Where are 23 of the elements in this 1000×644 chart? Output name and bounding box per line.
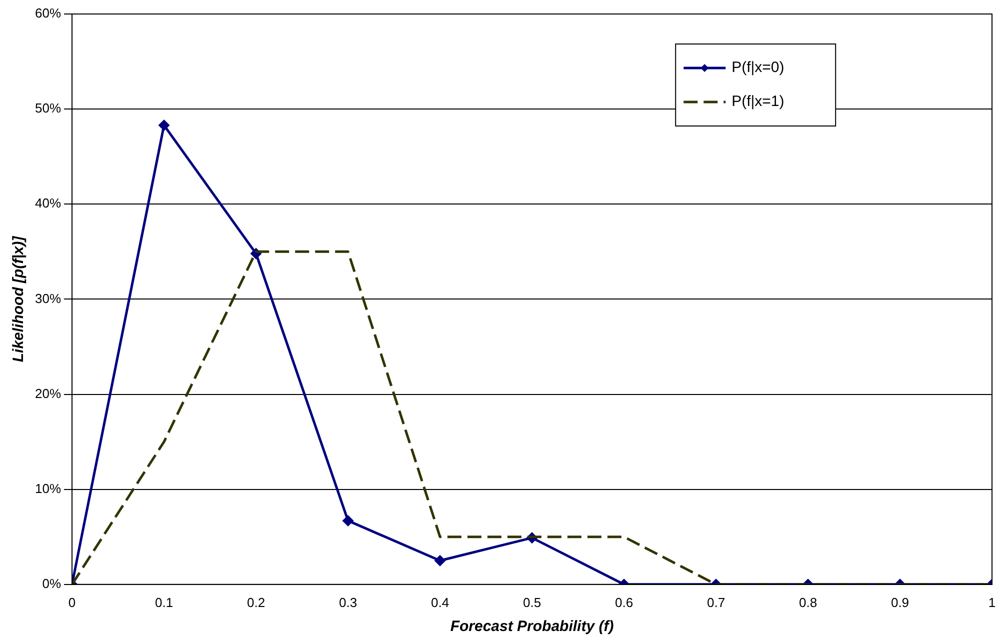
y-tick-label: 10% <box>34 480 62 496</box>
x-tick-label: 0.2 <box>246 594 266 610</box>
x-tick-label: 0.1 <box>154 594 174 610</box>
x-tick-label: 0.8 <box>798 594 818 610</box>
y-tick-label: 0% <box>42 576 62 591</box>
y-tick-label: 20% <box>34 386 62 401</box>
point <box>158 120 170 130</box>
y-tick-label: 30% <box>34 290 62 306</box>
y-axis-title: Likelihood [p(f|x)] <box>10 235 28 362</box>
legend-label: P(f|x=1) <box>732 93 784 110</box>
x-axis-title: Forecast Probability (f) <box>450 618 614 636</box>
y-tick-label: 60% <box>34 6 62 21</box>
legend-label: P(f|x=0) <box>732 59 784 76</box>
x-tick-label: 0.4 <box>430 594 450 610</box>
y-tick-label: 50% <box>34 100 62 116</box>
x-tick-label: 0 <box>68 594 76 610</box>
x-tick-label: 0.7 <box>706 594 726 610</box>
x-tick-label: 0.3 <box>338 594 358 610</box>
x-tick-label: 0.9 <box>890 594 910 610</box>
y-tick-label: 40% <box>34 196 62 211</box>
x-tick-label: 0.5 <box>522 594 542 610</box>
x-tick-label: 0.6 <box>614 594 634 610</box>
x-tick-label: 1 <box>988 594 996 610</box>
